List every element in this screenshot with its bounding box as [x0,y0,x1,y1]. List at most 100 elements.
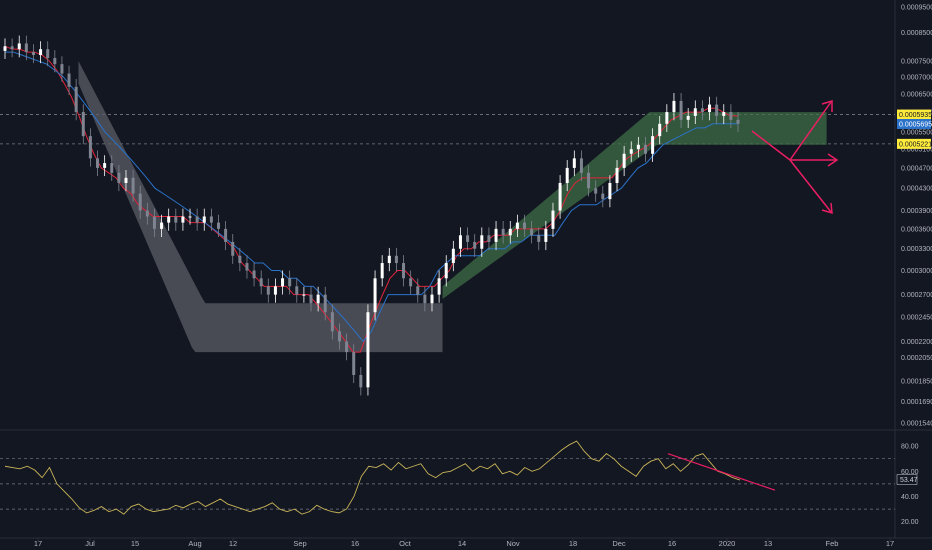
price-tick-label: 0.0002450 [901,314,932,321]
price-tick-label: 0.0002200 [901,339,932,346]
price-badge-box [897,118,931,129]
candle-body [31,52,35,56]
candle-body [658,123,662,137]
candle-body [679,100,683,120]
price-tick-label: 0.0001850 [901,379,932,386]
time-tick-label: Sep [293,539,306,548]
candle-body [138,193,142,211]
candle-body [530,228,534,236]
time-tick-label: 16 [668,539,676,548]
candle-body [53,58,57,65]
rsi-tick-label: 40.00 [901,494,919,501]
candle-body [565,167,569,183]
price-tick-label: 0.0002700 [901,292,932,299]
time-tick-label: Feb [826,539,839,548]
candle-body [387,255,391,264]
candle-body [423,294,427,304]
time-axis[interactable]: 17 Jul 15 Aug 12 Sep 16 Oct 14 Nov 18 Dec 16 2020 13 Fe… [34,538,894,548]
price-badge: 0.0005695 [897,118,932,129]
candles [3,35,740,396]
rsi-value-box [896,474,918,485]
price-axis[interactable]: 0.0009500 0.0008500 0.0007500 0.0007000 0.00… [896,5,932,527]
candle-body [46,49,50,59]
price-tick-label: 0.0004300 [901,186,932,193]
candle-body [473,241,477,249]
candle-body [672,100,676,113]
candle-body [715,104,719,116]
candle-body [359,374,363,388]
candle-body [345,341,349,353]
candle-body [572,158,576,168]
candle-body [416,286,420,295]
candle-body [693,108,697,116]
arrow-entry-line [751,130,791,161]
candle-body [67,73,71,87]
price-tick-label: 0.0003000 [901,268,932,275]
candle-body [451,248,455,264]
arrow-flat-head [827,153,839,167]
candle-body [487,235,491,242]
time-tick-label: 17 [886,539,894,548]
price-badge: 0.0005221 [897,138,932,149]
candle-body [394,255,398,264]
rsi-trendline [667,453,776,491]
kijun-sen-line [5,51,738,343]
candle-body [160,222,164,229]
time-tick-label: 15 [131,539,139,548]
price-badge: 0.0005935 [897,109,932,120]
candle-body [366,312,370,388]
candle-body [729,112,733,120]
projection-arrows [751,99,839,215]
candle-body [231,241,235,256]
candle-body [295,286,299,295]
candle-body [181,216,185,223]
candle-body [259,278,263,287]
price-tick-label: 0.0007500 [901,59,932,66]
candle-body [444,263,448,279]
arrow-up-head [821,99,833,112]
candle-body [629,149,633,154]
arrow-down-head [821,202,833,215]
price-badge-box [897,109,931,120]
candle-body [10,46,14,50]
candle-body [686,115,690,120]
rsi-tick-label: 80.00 [901,444,919,451]
candle-body [273,286,277,295]
rsi-panel [0,440,895,515]
arrow-up-line [789,101,832,161]
candle-body [601,193,605,200]
candle-body [515,222,519,229]
candle-body [202,216,206,223]
candle-body [480,235,484,249]
bullish-cloud [442,112,827,299]
price-badge-box [897,138,931,149]
candle-body [558,182,562,211]
candle-body [3,46,7,51]
price-tick-label: 0.0005500 [901,129,932,136]
candle-body [131,177,135,194]
candle-body [288,278,292,287]
candle-body [622,153,626,168]
candle-body [281,278,285,287]
candle-body [323,294,327,313]
candle-body [224,228,228,242]
time-tick-label: Jul [85,539,95,548]
candle-body [195,216,199,223]
candle-body [39,49,43,56]
candle-body [636,144,640,150]
candle-body [508,228,512,236]
candle-body [245,263,249,271]
time-tick-label: 14 [458,539,466,548]
price-badge-text: 0.0005935 [899,112,932,119]
candle-body [594,188,598,194]
price-tick-label: 0.0003900 [901,208,932,215]
candle-body [152,216,156,229]
candle-body [238,255,242,264]
candle-body [544,228,548,242]
candle-body [216,222,220,229]
candle-body [430,294,434,304]
time-tick-label: 13 [764,539,772,548]
candle-body [615,167,619,183]
candle-body [523,222,527,229]
